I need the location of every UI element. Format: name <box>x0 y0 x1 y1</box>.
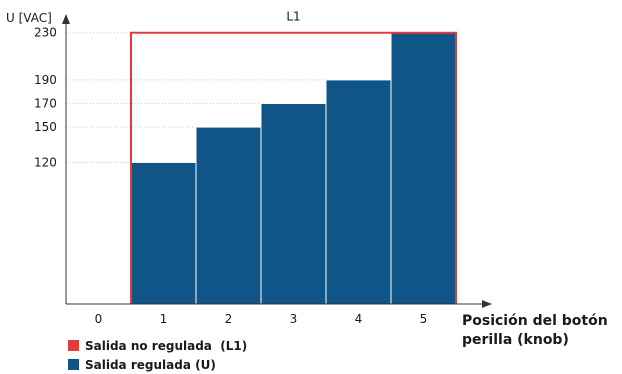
legend: Salida no regulada (L1) Salida regulada … <box>68 336 247 374</box>
bar <box>130 161 197 305</box>
y-tick-label: 150 <box>34 120 57 134</box>
bar <box>195 126 262 305</box>
x-tick-label: 4 <box>355 312 363 326</box>
y-tick-label: 120 <box>34 155 57 169</box>
x-tick-label: 5 <box>420 312 428 326</box>
bar <box>390 32 457 305</box>
x-tick-label: 3 <box>290 312 298 326</box>
y-tick-label: 190 <box>34 73 57 87</box>
legend-item-unregulated: Salida no regulada (L1) <box>68 336 247 355</box>
unregulated-line <box>130 31 457 304</box>
unregulated-output-line: L1 <box>130 10 457 304</box>
x-tick-label: 2 <box>225 312 233 326</box>
y-tick-label: 230 <box>34 26 57 40</box>
legend-swatch-regulated <box>68 359 79 370</box>
axes <box>62 14 492 308</box>
x-tick-label: 0 <box>95 312 103 326</box>
y-axis-arrow <box>62 14 70 24</box>
y-tick-label: 170 <box>34 96 57 110</box>
tick-labels: 120 150 170 190 230 0 1 2 3 4 5 <box>34 26 427 326</box>
x-axis-arrow <box>482 300 492 308</box>
legend-swatch-unregulated <box>68 340 79 351</box>
x-axis-title: Posición del botón perilla (knob) <box>462 313 608 348</box>
y-axis-title: U [VAC] <box>6 11 52 25</box>
legend-label-unregulated: Salida no regulada (L1) <box>85 338 248 353</box>
legend-item-regulated: Salida regulada (U) <box>68 355 247 374</box>
unregulated-annotation: L1 <box>286 10 300 24</box>
legend-label-regulated: Salida regulada (U) <box>85 357 216 372</box>
bar <box>260 102 327 305</box>
bar <box>325 79 392 305</box>
bars <box>130 32 457 305</box>
x-tick-label: 1 <box>160 312 168 326</box>
